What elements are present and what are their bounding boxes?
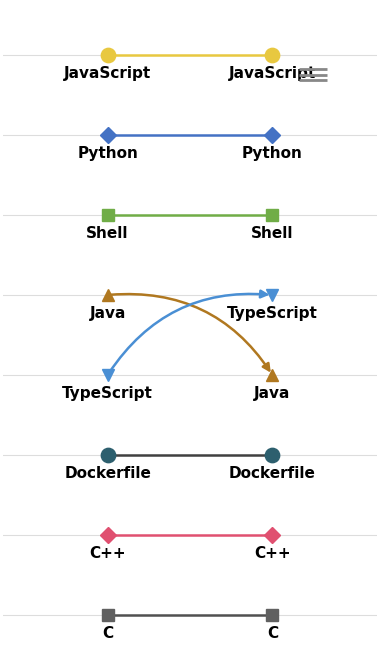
Text: C++: C++ (89, 546, 126, 561)
FancyArrowPatch shape (109, 291, 267, 373)
Text: Dockerfile: Dockerfile (229, 466, 316, 481)
Text: Java: Java (89, 307, 126, 321)
Text: C: C (102, 626, 113, 641)
Text: JavaScript: JavaScript (64, 66, 151, 81)
Text: Python: Python (77, 146, 138, 161)
Text: Shell: Shell (86, 226, 129, 241)
Text: Python: Python (242, 146, 303, 161)
Text: TypeScript: TypeScript (62, 386, 153, 401)
Text: Shell: Shell (251, 226, 294, 241)
Text: JavaScript: JavaScript (229, 66, 316, 81)
Text: Dockerfile: Dockerfile (64, 466, 151, 481)
Text: Java: Java (254, 386, 291, 401)
Text: C++: C++ (254, 546, 291, 561)
Text: C: C (267, 626, 278, 641)
FancyArrowPatch shape (111, 294, 269, 370)
Text: TypeScript: TypeScript (227, 307, 318, 321)
